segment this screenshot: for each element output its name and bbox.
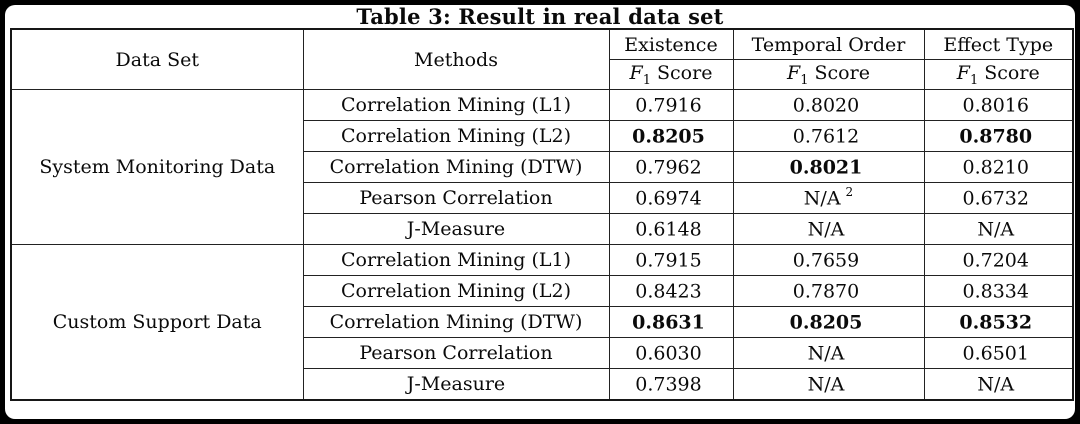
score-cell: N/A xyxy=(923,213,1074,245)
method-cell: Pearson Correlation xyxy=(302,337,610,369)
score-cell: 0.8016 xyxy=(923,89,1074,121)
score-cell: N/A xyxy=(732,213,925,245)
method-cell: Correlation Mining (DTW) xyxy=(302,306,610,338)
score-cell: 0.8021 xyxy=(732,151,925,183)
method-cell: Pearson Correlation xyxy=(302,182,610,214)
table-row: J-Measure 0.7398 N/A N/A xyxy=(11,368,1074,401)
paper-figure-panel: Table 3: Result in real data set Data Se… xyxy=(5,5,1075,419)
table-row: Correlation Mining (L2) 0.8423 0.7870 0.… xyxy=(11,275,1074,307)
score-cell: 0.6732 xyxy=(923,182,1074,214)
score-cell: 0.7870 xyxy=(732,275,925,307)
header-methods: Methods xyxy=(302,28,610,90)
score-cell: 0.7915 xyxy=(608,244,734,276)
score-cell: 0.8532 xyxy=(923,306,1074,338)
dataset-group-label: Custom Support Data xyxy=(10,244,304,401)
header-temporal-order: Temporal Order xyxy=(732,28,925,60)
method-cell: J-Measure xyxy=(302,213,610,245)
header-f1-effect: F1 Score xyxy=(923,59,1074,90)
table-caption: Table 3: Result in real data set xyxy=(356,4,724,29)
score-cell: 0.7398 xyxy=(608,368,734,401)
score-cell: 0.6030 xyxy=(608,337,734,369)
score-cell: 0.8780 xyxy=(923,120,1074,152)
score-cell: 0.7204 xyxy=(923,244,1074,276)
table-header: Data Set Methods Existence Temporal Orde… xyxy=(10,28,1074,90)
score-cell: 0.7612 xyxy=(732,120,925,152)
group-custom-support: Custom Support Data Correlation Mining (… xyxy=(10,244,1074,401)
header-f1-existence: F1 Score xyxy=(608,59,734,90)
method-cell: Correlation Mining (L2) xyxy=(302,275,610,307)
method-cell: Correlation Mining (L1) xyxy=(302,244,610,276)
score-cell: 0.6974 xyxy=(608,182,734,214)
score-cell: 0.8020 xyxy=(732,89,925,121)
dataset-group-label: System Monitoring Data xyxy=(10,89,304,245)
header-data-set: Data Set xyxy=(10,28,304,90)
method-cell: Correlation Mining (L1) xyxy=(302,89,610,121)
method-cell: Correlation Mining (L2) xyxy=(302,120,610,152)
score-cell: 0.8423 xyxy=(608,275,734,307)
score-cell: N/A xyxy=(732,368,925,401)
score-cell: 0.7659 xyxy=(732,244,925,276)
table-row: Custom Support Data Correlation Mining (… xyxy=(10,244,1074,401)
header-row-f1: F1 Score F1 Score F1 Score xyxy=(11,59,1074,90)
table-row: Correlation Mining (DTW) 0.7962 0.8021 0… xyxy=(11,151,1074,183)
header-existence: Existence xyxy=(608,28,734,60)
method-cell: J-Measure xyxy=(302,368,610,401)
score-cell: 0.7962 xyxy=(608,151,734,183)
table-row: Correlation Mining (L2) 0.8205 0.7612 0.… xyxy=(11,120,1074,152)
method-cell: Correlation Mining (DTW) xyxy=(302,151,610,183)
score-cell: 0.8205 xyxy=(608,120,734,152)
score-cell: 0.8631 xyxy=(608,306,734,338)
score-cell: 0.6148 xyxy=(608,213,734,245)
score-cell: 0.8210 xyxy=(923,151,1074,183)
header-f1-temporal: F1 Score xyxy=(732,59,925,90)
score-cell: 0.8334 xyxy=(923,275,1074,307)
score-cell: 0.7916 xyxy=(608,89,734,121)
table-row: Pearson Correlation 0.6030 N/A 0.6501 xyxy=(11,337,1074,369)
table-row: System Monitoring Data Correlation Minin… xyxy=(10,89,1074,245)
group-system-monitoring: System Monitoring Data Correlation Minin… xyxy=(10,89,1074,245)
score-cell: N/A xyxy=(732,337,925,369)
table-row: Correlation Mining (DTW) 0.8631 0.8205 0… xyxy=(11,306,1074,338)
header-row-metrics: Data Set Methods Existence Temporal Orde… xyxy=(10,28,1074,90)
score-cell: 0.8205 xyxy=(732,306,925,338)
table-row: Pearson Correlation 0.6974 N/A 2 0.6732 xyxy=(11,182,1074,214)
results-table: Data Set Methods Existence Temporal Orde… xyxy=(10,28,1074,401)
header-effect-type: Effect Type xyxy=(923,28,1074,60)
score-cell: N/A xyxy=(923,368,1074,401)
score-cell: 0.6501 xyxy=(923,337,1074,369)
score-cell: N/A 2 xyxy=(732,182,925,214)
